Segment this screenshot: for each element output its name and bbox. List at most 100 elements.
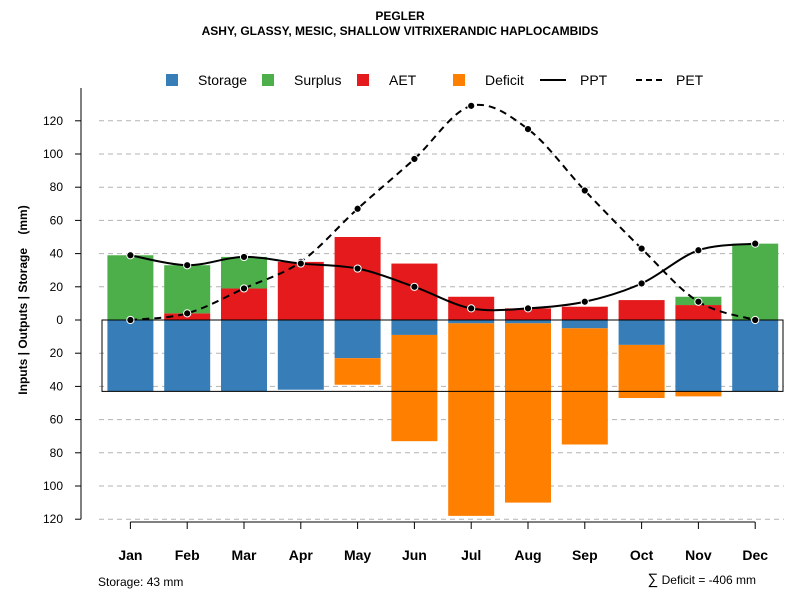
y-tick-label: 120 (43, 512, 63, 526)
legend-aet-swatch (357, 74, 369, 86)
legend-ppt-label: PPT (580, 72, 608, 88)
ppt-point (353, 264, 362, 273)
y-tick-label: 20 (50, 346, 64, 360)
y-tick-label: 100 (43, 479, 63, 493)
legend-surplus-label: Surplus (294, 72, 342, 88)
y-tick-label: 20 (50, 280, 64, 294)
storage-bar (448, 320, 495, 324)
ppt-point (637, 279, 646, 288)
storage-note: Storage: 43 mm (98, 575, 184, 589)
ppt-point (523, 304, 533, 313)
aet-bar (618, 300, 665, 320)
surplus-bar (221, 256, 267, 289)
x-tick-label: Mar (232, 547, 257, 563)
surplus-bar (164, 265, 211, 314)
storage-bar (618, 320, 665, 345)
storage-bar (221, 320, 267, 392)
deficit-note: ∑ Deficit = -406 mm (648, 571, 756, 588)
x-tick-label: Sep (572, 547, 598, 563)
legend-storage-label: Storage (198, 72, 248, 88)
legend-aet-label: AET (389, 72, 417, 88)
pet-point (694, 297, 703, 306)
pet-point (580, 186, 589, 195)
surplus-bar (732, 243, 779, 320)
storage-bar (277, 320, 324, 390)
legend-ppt-line (540, 79, 566, 81)
y-tick-label: 0 (56, 313, 63, 327)
chart-subtitle: ASHY, GLASSY, MESIC, SHALLOW VITRIXERAND… (201, 24, 599, 38)
aet-bar (277, 261, 324, 320)
ppt-point (751, 239, 760, 248)
y-tick-label: 40 (50, 247, 64, 261)
x-tick-label: Feb (175, 547, 200, 563)
legend-pet-line (636, 79, 662, 81)
sigma-symbol: ∑ (647, 571, 659, 588)
aet-bar (561, 306, 608, 320)
pet-point (353, 204, 362, 213)
pet-point (410, 154, 419, 164)
legend-deficit-swatch (453, 74, 465, 86)
y-tick-label: 60 (50, 213, 64, 227)
storage-bar (505, 320, 551, 324)
storage-bar (732, 320, 779, 392)
ppt-point (580, 297, 589, 306)
x-tick-label: Dec (742, 547, 768, 563)
y-tick-label: 80 (50, 446, 64, 460)
storage-bar (561, 320, 608, 329)
ppt-point (183, 261, 192, 270)
x-tick-label: Jun (402, 547, 427, 563)
pet-point (523, 125, 533, 134)
pet-point (126, 315, 135, 325)
y-tick-label: 80 (50, 180, 64, 194)
ppt-point (467, 304, 476, 313)
ppt-point (694, 246, 703, 255)
surplus-bar (107, 255, 154, 320)
legend-surplus-swatch (262, 74, 274, 86)
deficit-bar (675, 391, 722, 397)
storage-bar (391, 320, 438, 335)
storage-capacity-box (101, 319, 784, 392)
pet-point (467, 101, 476, 110)
deficit-bar (561, 328, 608, 445)
y-tick-label: 40 (50, 379, 64, 393)
storage-bar (334, 320, 381, 359)
x-tick-label: Oct (630, 547, 654, 563)
y-tick-label: 60 (50, 413, 64, 427)
storage-bar (107, 320, 154, 392)
x-tick-label: Aug (514, 547, 541, 563)
ppt-point (239, 252, 249, 262)
aet-bar (221, 288, 267, 320)
deficit-bar (391, 334, 438, 442)
legend: Storage Surplus AET Deficit PPT PET (0, 70, 800, 90)
ppt-point (296, 259, 305, 268)
x-tick-label: Nov (685, 547, 712, 563)
x-tick-label: Jan (118, 547, 142, 563)
deficit-bar (505, 323, 551, 503)
legend-storage-swatch (166, 74, 178, 86)
ppt-point (126, 251, 135, 260)
pet-point (239, 284, 249, 293)
pet-point (637, 244, 646, 253)
x-tick-label: May (344, 547, 371, 563)
aet-bar (675, 305, 722, 320)
deficit-bar (448, 323, 495, 516)
ppt-point (410, 282, 419, 291)
x-tick-label: Jul (461, 547, 481, 563)
pet-point (751, 315, 760, 325)
storage-bar (675, 320, 722, 392)
aet-bar (505, 308, 551, 320)
y-tick-label: 100 (43, 147, 63, 161)
aet-bar (391, 263, 438, 320)
aet-bar (334, 237, 381, 320)
y-tick-label: 120 (43, 114, 63, 128)
deficit-bar (618, 344, 665, 399)
pet-point (183, 309, 192, 318)
storage-bar (164, 320, 211, 392)
chart-title: PEGLER (375, 9, 425, 23)
deficit-total: Deficit = -406 mm (661, 573, 756, 587)
legend-pet-label: PET (676, 72, 704, 88)
x-tick-label: Apr (289, 547, 314, 563)
deficit-bar (334, 358, 381, 385)
legend-deficit-label: Deficit (485, 72, 524, 88)
